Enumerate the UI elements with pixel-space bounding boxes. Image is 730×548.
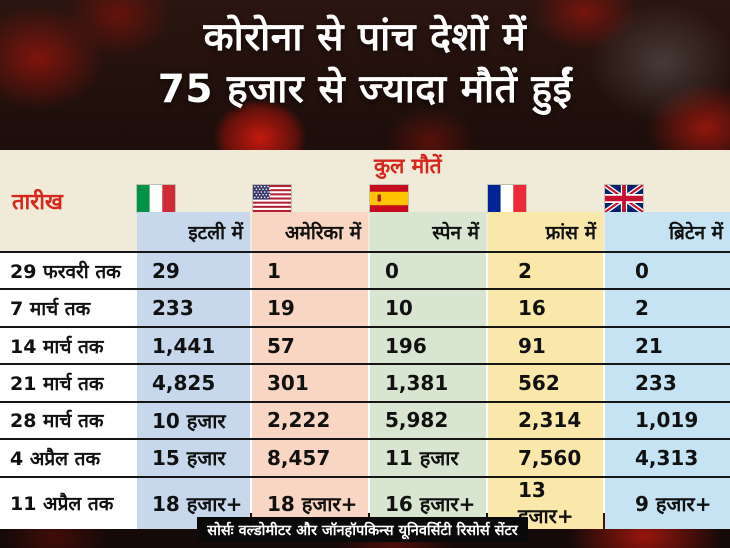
total-deaths-label: कुल मौतें <box>374 154 442 178</box>
france-flag <box>488 185 526 212</box>
country-header-row: इटली में अमेरिका में स्पेन में फ्रांस में ब्… <box>0 212 730 251</box>
country-header-3: स्पेन में <box>370 212 486 251</box>
value-cell: 2 <box>605 290 730 326</box>
table-row: 21 मार्च तक 4,825 301 1,381 562 233 <box>0 363 730 401</box>
date-column-header: तारीख <box>12 190 63 215</box>
table-row: 14 मार्च तक 1,441 57 196 91 21 <box>0 325 730 364</box>
value-cell: 19 <box>252 290 368 326</box>
italy-flag <box>137 185 175 212</box>
country-header-5: ब्रिटेन में <box>605 212 730 251</box>
label-row-spacer <box>0 212 137 251</box>
country-header-4: फ्रांस में <box>488 212 603 251</box>
date-cell: 29 फरवरी तक <box>0 253 137 289</box>
value-cell: 5,982 <box>370 402 486 439</box>
country-header-2: अमेरिका में <box>252 212 368 251</box>
table-row: 7 मार्च तक 233 19 10 16 2 <box>0 288 730 326</box>
table-row: 11 अप्रैल तक 18 हजार+ 18 हजार+ 16 हजार+ 13 ह… <box>0 475 730 529</box>
value-cell: 18 हजार+ <box>137 477 250 529</box>
date-cell: 4 अप्रैल तक <box>0 440 137 476</box>
value-cell: 57 <box>252 327 368 364</box>
value-cell: 2,314 <box>488 402 603 439</box>
value-cell: 0 <box>370 253 486 289</box>
value-cell: 9 हजार+ <box>605 477 730 529</box>
value-cell: 29 <box>137 253 250 289</box>
source-text: सोर्सः वल्डोमीटर और जॉनहॉपकिन्स यूनिवर्स… <box>207 522 518 539</box>
value-cell: 8,457 <box>252 440 368 476</box>
table-row: 29 फरवरी तक 29 1 0 2 0 <box>0 251 730 289</box>
value-cell: 16 <box>488 290 603 326</box>
date-cell: 14 मार्च तक <box>0 327 137 364</box>
value-cell: 4,313 <box>605 440 730 476</box>
value-cell: 10 <box>370 290 486 326</box>
uk-flag <box>605 185 643 212</box>
date-cell: 21 मार्च तक <box>0 365 137 401</box>
headline: कोरोना से पांच देशों में 75 हजार से ज्या… <box>0 12 730 116</box>
value-cell: 10 हजार <box>137 402 250 439</box>
spain-flag <box>370 185 408 212</box>
value-cell: 1,019 <box>605 402 730 439</box>
usa-flag <box>253 185 291 212</box>
table-row: 28 मार्च तक 10 हजार 2,222 5,982 2,314 1,019 <box>0 400 730 439</box>
date-cell: 11 अप्रैल तक <box>0 477 137 529</box>
value-cell: 15 हजार <box>137 440 250 476</box>
value-cell: 562 <box>488 365 603 401</box>
value-cell: 21 <box>605 327 730 364</box>
value-cell: 1,441 <box>137 327 250 364</box>
table-body: 29 फरवरी तक 29 1 0 2 0 7 मार्च तक 233 19 10 16 2 14 … <box>0 251 730 529</box>
value-cell: 196 <box>370 327 486 364</box>
headline-line-2: 75 हजार से ज्यादा मौतें हुईं <box>157 67 573 112</box>
headline-line-1: कोरोना से पांच देशों में <box>203 15 527 60</box>
value-cell: 11 हजार <box>370 440 486 476</box>
country-header-1: इटली में <box>137 212 250 251</box>
value-cell: 1 <box>252 253 368 289</box>
value-cell: 7,560 <box>488 440 603 476</box>
source-bar: सोर्सः वल्डोमीटर और जॉनहॉपकिन्स यूनिवर्स… <box>197 517 528 542</box>
value-cell: 1,381 <box>370 365 486 401</box>
value-cell: 13 हजार+ <box>488 477 603 529</box>
value-cell: 233 <box>137 290 250 326</box>
value-cell: 2,222 <box>252 402 368 439</box>
value-cell: 233 <box>605 365 730 401</box>
value-cell: 4,825 <box>137 365 250 401</box>
date-cell: 7 मार्च तक <box>0 290 137 326</box>
value-cell: 91 <box>488 327 603 364</box>
deaths-table: तारीख कुल मौतें इटली में अमेरिका में स्पेन… <box>0 150 730 529</box>
value-cell: 301 <box>252 365 368 401</box>
value-cell: 2 <box>488 253 603 289</box>
table-row: 4 अप्रैल तक 15 हजार 8,457 11 हजार 7,560 4,313 <box>0 438 730 476</box>
date-cell: 28 मार्च तक <box>0 402 137 439</box>
value-cell: 0 <box>605 253 730 289</box>
